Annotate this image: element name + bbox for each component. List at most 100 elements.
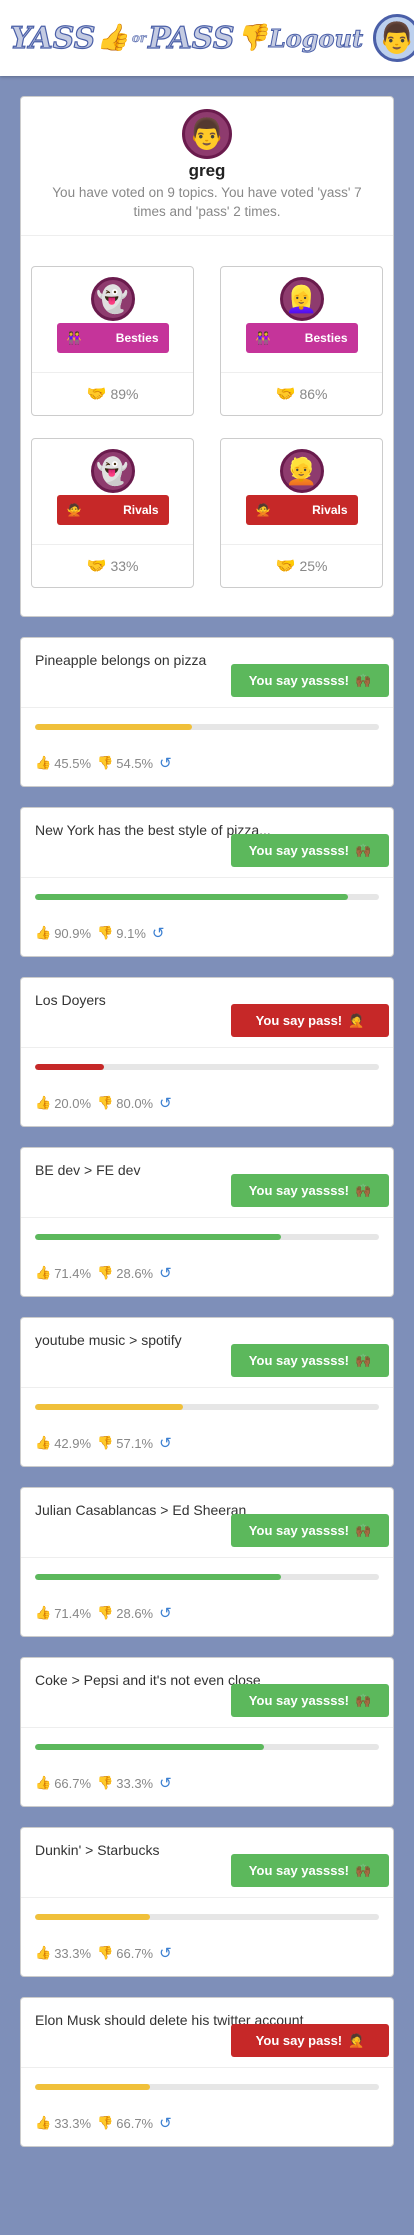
vote-button-label: You say yassss! bbox=[248, 843, 350, 858]
vote-progress-bar bbox=[35, 2084, 379, 2090]
relationship-avatar[interactable]: 👱 bbox=[279, 449, 324, 493]
vote-progress-fill bbox=[35, 1574, 281, 1580]
relationship-card[interactable]: 👱 🙅 Rivals 🤝 25% bbox=[220, 438, 383, 588]
yass-vote-button[interactable]: You say yassss! 🙌🏾 bbox=[231, 834, 389, 867]
pass-stat: 👎 66.7% bbox=[97, 1945, 153, 1961]
yass-stat: 👍 33.3% bbox=[35, 2115, 91, 2131]
relationship-avatar[interactable]: 👻 bbox=[90, 277, 135, 321]
thumbs-down-icon: 👎 bbox=[235, 23, 268, 53]
vote-button-label: You say pass! bbox=[255, 1013, 343, 1028]
raised-hands-icon: 🙌🏾 bbox=[355, 1862, 372, 1878]
relationship-agreement: 🤝 86% bbox=[221, 373, 382, 415]
relationship-badge-icon: 🙅 bbox=[66, 503, 82, 517]
yass-stat: 👍 66.7% bbox=[35, 1775, 91, 1791]
undo-vote-icon[interactable]: ↺ bbox=[159, 1265, 172, 1282]
yass-percent: 71.4% bbox=[54, 1265, 92, 1281]
yass-vote-button[interactable]: You say yassss! 🙌🏾 bbox=[231, 664, 389, 697]
yass-stat: 👍 71.4% bbox=[35, 1265, 91, 1281]
logo-or-text: or bbox=[131, 31, 147, 46]
topic-stats: 👍 90.9% 👎 9.1% ↺ bbox=[21, 900, 393, 956]
topic-card: New York has the best style of pizza... … bbox=[20, 807, 394, 957]
handshake-icon: 🤝 bbox=[275, 558, 296, 575]
thumbs-down-icon: 👎 bbox=[97, 2115, 114, 2130]
undo-vote-icon[interactable]: ↺ bbox=[159, 1435, 172, 1452]
raised-hands-icon: 🙌🏾 bbox=[355, 1352, 372, 1368]
undo-vote-icon[interactable]: ↺ bbox=[159, 755, 172, 772]
raised-hands-icon: 🙌🏾 bbox=[355, 1522, 372, 1538]
thumbs-up-icon: 👍 bbox=[35, 1095, 52, 1110]
topic-action-row: You say pass! 🤦 bbox=[21, 1004, 393, 1048]
topic-action-row: You say yassss! 🙌🏾 bbox=[21, 1174, 393, 1218]
relationship-card[interactable]: 👱‍♀️ 👭 Besties 🤝 86% bbox=[220, 266, 383, 416]
agreement-percent: 33% bbox=[110, 558, 139, 574]
thumbs-down-icon: 👎 bbox=[97, 1265, 114, 1280]
pass-vote-button[interactable]: You say pass! 🤦 bbox=[231, 1004, 389, 1037]
vote-progress-bar bbox=[35, 1234, 379, 1240]
thumbs-down-icon: 👎 bbox=[97, 925, 114, 940]
yass-vote-button[interactable]: You say yassss! 🙌🏾 bbox=[231, 1344, 389, 1377]
yass-vote-button[interactable]: You say yassss! 🙌🏾 bbox=[231, 1854, 389, 1887]
topic-card: Dunkin' > Starbucks You say yassss! 🙌🏾 👍… bbox=[20, 1827, 394, 1977]
undo-vote-icon[interactable]: ↺ bbox=[151, 925, 165, 942]
undo-vote-icon[interactable]: ↺ bbox=[159, 1605, 172, 1622]
thumbs-up-icon: 👍 bbox=[35, 2115, 52, 2130]
pass-stat: 👎 57.1% bbox=[97, 1435, 153, 1451]
relationship-badge-icon: 👭 bbox=[255, 331, 271, 345]
vote-progress-bar bbox=[35, 724, 379, 730]
pass-stat: 👎 9.1% bbox=[97, 925, 146, 941]
topic-card: Los Doyers You say pass! 🤦 👍 20.0% 👎 80.… bbox=[20, 977, 394, 1127]
undo-vote-icon[interactable]: ↺ bbox=[159, 2115, 172, 2132]
relationship-user: 👱 🙅 Rivals bbox=[221, 439, 382, 545]
topic-stats: 👍 20.0% 👎 80.0% ↺ bbox=[21, 1070, 393, 1126]
thumbs-down-icon: 👎 bbox=[97, 1435, 114, 1450]
topic-stats: 👍 33.3% 👎 66.7% ↺ bbox=[21, 1920, 393, 1976]
relationship-badge-icon: 🙅 bbox=[255, 503, 271, 517]
undo-vote-icon[interactable]: ↺ bbox=[159, 1095, 172, 1112]
vote-progress-fill bbox=[35, 1914, 150, 1920]
topic-title: New York has the best style of pizza... bbox=[35, 822, 271, 838]
thumbs-down-icon: 👎 bbox=[97, 1945, 114, 1960]
relationship-user: 👻 🙅 Rivals bbox=[32, 439, 193, 545]
topic-stats: 👍 66.7% 👎 33.3% ↺ bbox=[21, 1750, 393, 1806]
vote-progress-fill bbox=[35, 724, 192, 730]
pass-percent: 33.3% bbox=[116, 1775, 154, 1791]
logo-pass-text: PASS bbox=[148, 20, 236, 56]
relationship-badge-label: Rivals bbox=[312, 503, 348, 517]
vote-button-label: You say yassss! bbox=[248, 673, 350, 688]
undo-vote-icon[interactable]: ↺ bbox=[159, 1945, 172, 1962]
user-avatar-icon: 👱 bbox=[285, 455, 318, 486]
topic-stats: 👍 45.5% 👎 54.5% ↺ bbox=[21, 730, 393, 786]
pass-stat: 👎 80.0% bbox=[97, 1095, 153, 1111]
main-content: 👨 greg You have voted on 9 topics. You h… bbox=[0, 76, 414, 2187]
vote-button-label: You say yassss! bbox=[248, 1523, 350, 1538]
undo-vote-icon[interactable]: ↺ bbox=[159, 1775, 172, 1792]
relationship-badge: 🙅 Rivals bbox=[245, 495, 358, 525]
profile-card: 👨 greg You have voted on 9 topics. You h… bbox=[20, 96, 394, 617]
relationship-agreement: 🤝 33% bbox=[32, 545, 193, 587]
logout-link[interactable]: Logout bbox=[268, 23, 364, 53]
topic-action-row: You say yassss! 🙌🏾 bbox=[21, 664, 393, 708]
pass-percent: 80.0% bbox=[116, 1095, 154, 1111]
topic-stats: 👍 71.4% 👎 28.6% ↺ bbox=[21, 1240, 393, 1296]
yass-vote-button[interactable]: You say yassss! 🙌🏾 bbox=[231, 1514, 389, 1547]
relationship-avatar[interactable]: 👻 bbox=[90, 449, 135, 493]
relationship-badge-icon: 👭 bbox=[66, 331, 82, 345]
thumbs-down-icon: 👎 bbox=[97, 1095, 114, 1110]
relationship-avatar[interactable]: 👱‍♀️ bbox=[279, 277, 324, 321]
yass-vote-button[interactable]: You say yassss! 🙌🏾 bbox=[231, 1684, 389, 1717]
relationship-card[interactable]: 👻 👭 Besties 🤝 89% bbox=[31, 266, 194, 416]
app-logo[interactable]: YASS 👍 or PASS 👎 bbox=[9, 20, 269, 56]
yass-stat: 👍 33.3% bbox=[35, 1945, 91, 1961]
pass-vote-button[interactable]: You say pass! 🤦 bbox=[231, 2024, 389, 2057]
vote-progress-fill bbox=[35, 1404, 183, 1410]
handshake-icon: 🤝 bbox=[86, 386, 107, 403]
vote-progress-bar bbox=[35, 1744, 379, 1750]
relationship-card[interactable]: 👻 🙅 Rivals 🤝 33% bbox=[31, 438, 194, 588]
vote-progress-fill bbox=[35, 1064, 104, 1070]
relationship-user: 👻 👭 Besties bbox=[32, 267, 193, 373]
yass-percent: 90.9% bbox=[54, 925, 92, 941]
vote-progress-fill bbox=[35, 894, 348, 900]
topic-card: BE dev > FE dev You say yassss! 🙌🏾 👍 71.… bbox=[20, 1147, 394, 1297]
user-avatar[interactable]: 👨 bbox=[373, 14, 414, 62]
yass-vote-button[interactable]: You say yassss! 🙌🏾 bbox=[231, 1174, 389, 1207]
